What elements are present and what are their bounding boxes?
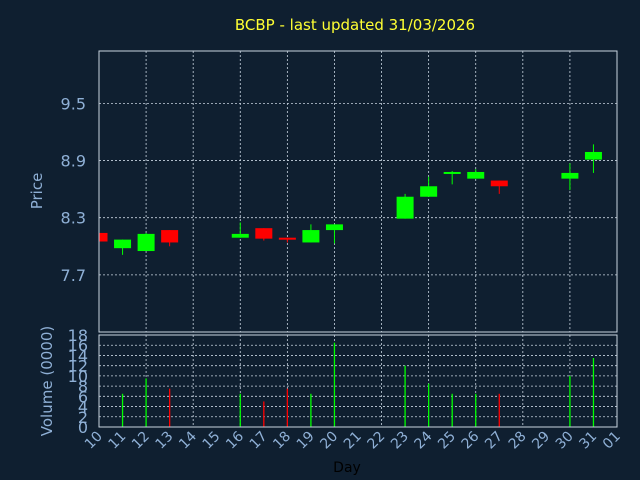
- x-tick-label: 15: [200, 429, 224, 453]
- x-axis-label: Day: [333, 460, 361, 476]
- candle-body: [302, 230, 320, 243]
- volume-tick-label: 10: [68, 367, 88, 386]
- volume-axis-label: Volume (0000): [38, 326, 56, 436]
- volume-tick-label: 16: [68, 336, 88, 355]
- candle-body: [278, 237, 296, 240]
- volume-tick-label: 18: [68, 326, 88, 345]
- volume-tick-label: 14: [68, 346, 88, 365]
- x-tick-label: 30: [553, 429, 577, 453]
- chart-title: BCBP - last updated 31/03/2026: [235, 16, 475, 34]
- volume-tick-label: 12: [68, 357, 88, 376]
- x-tick-label: 18: [270, 429, 294, 453]
- x-tick-label: 20: [317, 429, 341, 453]
- volume-tick-label: 4: [78, 398, 88, 417]
- candle-body: [99, 232, 108, 242]
- candles: [98, 144, 602, 255]
- price-axis-label: Price: [28, 173, 46, 210]
- x-tick-label: 21: [341, 429, 365, 453]
- candle-body: [161, 230, 179, 243]
- x-tick-label: 31: [576, 429, 600, 453]
- volume-grid: [99, 335, 617, 427]
- x-tick-label: 01: [600, 429, 624, 453]
- x-tick-label: 14: [176, 428, 200, 452]
- x-tick-label: 12: [129, 429, 153, 453]
- candle-body: [114, 239, 132, 249]
- volume-tick-label: 6: [78, 387, 88, 406]
- x-tick-label: 23: [388, 429, 412, 453]
- candle-body: [420, 186, 438, 197]
- x-tick-label: 13: [153, 429, 177, 453]
- volume-frame: [98, 334, 618, 428]
- price-tick-label: 8.9: [61, 152, 86, 171]
- price-grid: [99, 51, 617, 332]
- volume-tick-label: 2: [78, 408, 88, 427]
- x-tick-label: 25: [435, 429, 459, 453]
- x-tick-label: 29: [529, 429, 553, 453]
- volume-tick-label: 0: [78, 418, 88, 437]
- x-tick-label: 22: [364, 429, 388, 453]
- candle-body: [584, 151, 602, 160]
- x-tick-label: 24: [412, 428, 436, 452]
- candle-body: [443, 171, 461, 174]
- x-tick-label: 19: [294, 429, 318, 453]
- candle-body: [561, 172, 579, 179]
- price-tick-label: 7.7: [61, 266, 86, 285]
- price-frame: [98, 50, 618, 333]
- x-tick-label: 28: [506, 429, 530, 453]
- candle-body: [396, 196, 414, 219]
- candle-body: [325, 224, 343, 231]
- x-tick-label: 11: [105, 429, 129, 453]
- price-tick-label: 8.3: [61, 209, 86, 228]
- x-tick-label: 17: [247, 429, 271, 453]
- candle-body: [255, 228, 273, 239]
- price-tick-label: 9.5: [61, 94, 86, 113]
- x-tick-label: 27: [482, 429, 506, 453]
- candle-body: [137, 233, 155, 252]
- candle-body: [467, 171, 485, 179]
- volume-bars: [121, 342, 595, 427]
- x-tick-label: 16: [223, 428, 247, 452]
- candle-body: [231, 233, 249, 238]
- candle-body: [490, 180, 508, 187]
- volume-tick-label: 8: [78, 377, 88, 396]
- x-tick-label: 26: [459, 428, 483, 452]
- price-y-ticks: 7.7 8.3 8.9 9.5: [61, 94, 86, 284]
- x-ticks: 10 11 12 13 14 15 16 17 18 19 20 21 22 23 24 25 26 27 28 29…: [82, 428, 624, 452]
